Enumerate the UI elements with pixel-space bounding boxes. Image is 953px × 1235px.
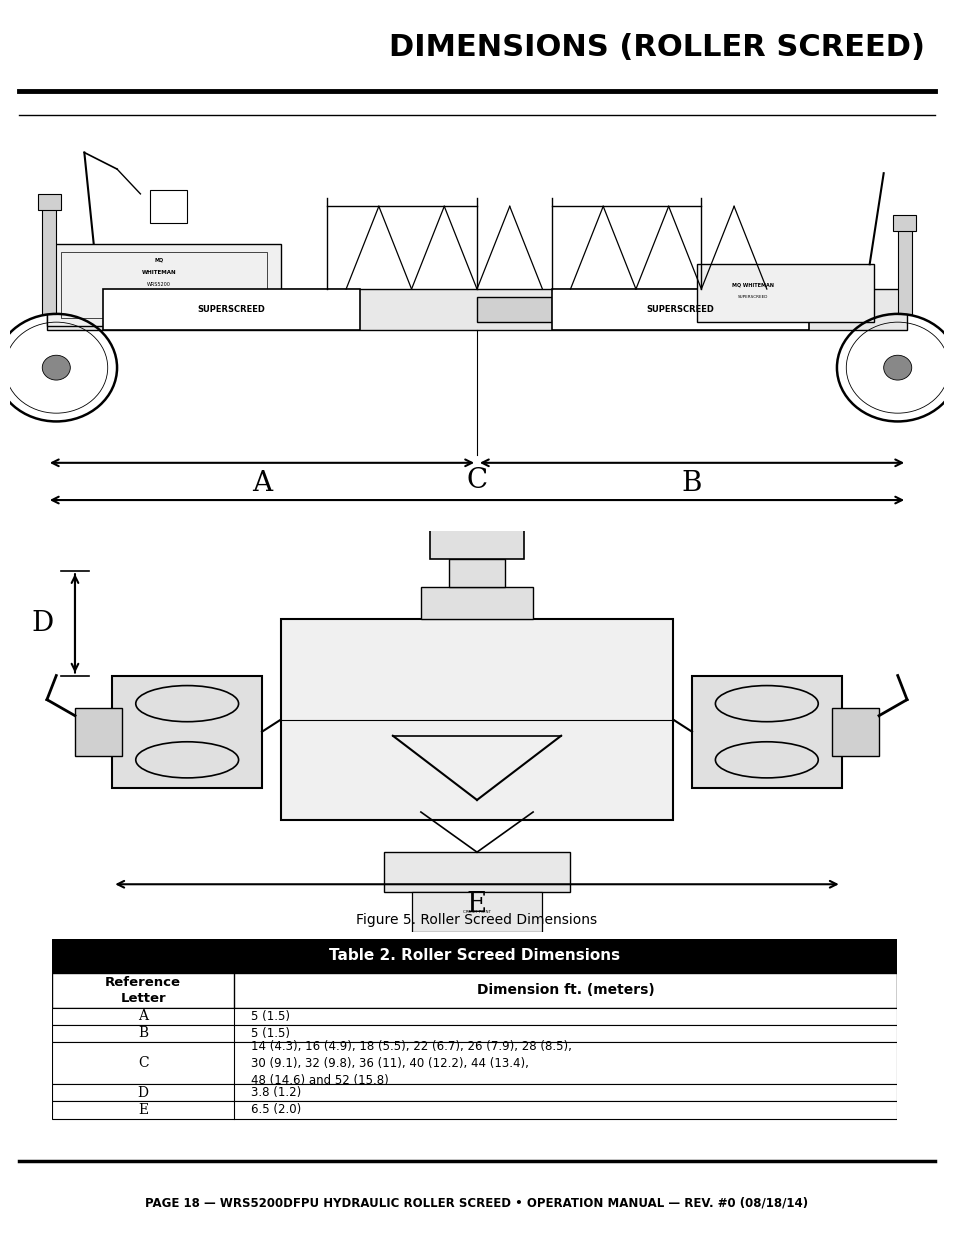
Bar [150,190,187,222]
Bar [691,676,841,788]
Text: Dimension ft. (meters): Dimension ft. (meters) [476,983,654,998]
Text: Figure 5. Roller Screed Dimensions: Figure 5. Roller Screed Dimensions [356,914,597,927]
Bar [52,1102,896,1119]
Text: 6.5 (2.0): 6.5 (2.0) [251,1103,301,1116]
Bar [103,289,360,331]
Bar [449,559,504,588]
Bar [52,1025,896,1042]
Bar [42,198,56,314]
Bar [75,708,122,756]
Bar [52,939,896,973]
Text: A: A [252,471,272,496]
Text: SUPERSCREED: SUPERSCREED [737,295,767,299]
Text: 5 (1.5): 5 (1.5) [251,1010,290,1023]
Bar [37,194,61,210]
Text: D: D [137,1086,149,1099]
Text: SUPERSCREED: SUPERSCREED [197,305,265,314]
Text: DIMENSIONS (ROLLER SCREED): DIMENSIONS (ROLLER SCREED) [389,33,924,62]
Bar [47,289,906,331]
Text: CRUSH POINT: CRUSH POINT [462,910,491,914]
Text: A: A [138,1009,148,1023]
Text: Table 2. Roller Screed Dimensions: Table 2. Roller Screed Dimensions [329,948,619,963]
Bar [420,588,533,620]
Bar [52,1008,896,1025]
Bar [831,708,878,756]
Bar [897,222,911,314]
Bar [892,215,916,231]
Text: MQ WHITEMAN: MQ WHITEMAN [731,283,773,288]
Bar [47,243,280,326]
Bar [52,1084,896,1102]
Text: SUPERSCREED: SUPERSCREED [646,305,714,314]
Text: 3.8 (1.2): 3.8 (1.2) [251,1087,301,1099]
Bar [411,892,542,932]
Bar [476,298,551,322]
Text: 5 (1.5): 5 (1.5) [251,1026,290,1040]
Circle shape [882,356,911,380]
Bar [430,499,523,559]
Text: E: E [466,890,487,918]
Bar [696,264,873,322]
Text: MQ: MQ [154,258,164,263]
Circle shape [42,356,71,380]
Text: E: E [138,1103,148,1116]
Text: B: B [681,471,701,496]
Bar [454,467,499,499]
Bar [280,620,673,820]
Bar [551,289,808,331]
Text: D: D [31,610,53,637]
Text: WHITEMAN: WHITEMAN [142,270,176,275]
Text: Reference
Letter: Reference Letter [105,976,181,1005]
Text: B: B [138,1026,148,1040]
Text: C: C [466,467,487,494]
Bar [52,973,896,1008]
Bar [52,1042,896,1084]
Text: WRS5200: WRS5200 [147,283,171,288]
Bar [383,852,570,892]
Text: PAGE 18 — WRS5200DFPU HYDRAULIC ROLLER SCREED • OPERATION MANUAL — REV. #0 (08/1: PAGE 18 — WRS5200DFPU HYDRAULIC ROLLER S… [145,1195,808,1209]
Bar [112,676,262,788]
Text: 14 (4.3), 16 (4.9), 18 (5.5), 22 (6.7), 26 (7.9), 28 (8.5),
30 (9.1), 32 (9.8), : 14 (4.3), 16 (4.9), 18 (5.5), 22 (6.7), … [251,1040,571,1087]
Text: C: C [138,1056,149,1070]
Bar [61,252,267,319]
